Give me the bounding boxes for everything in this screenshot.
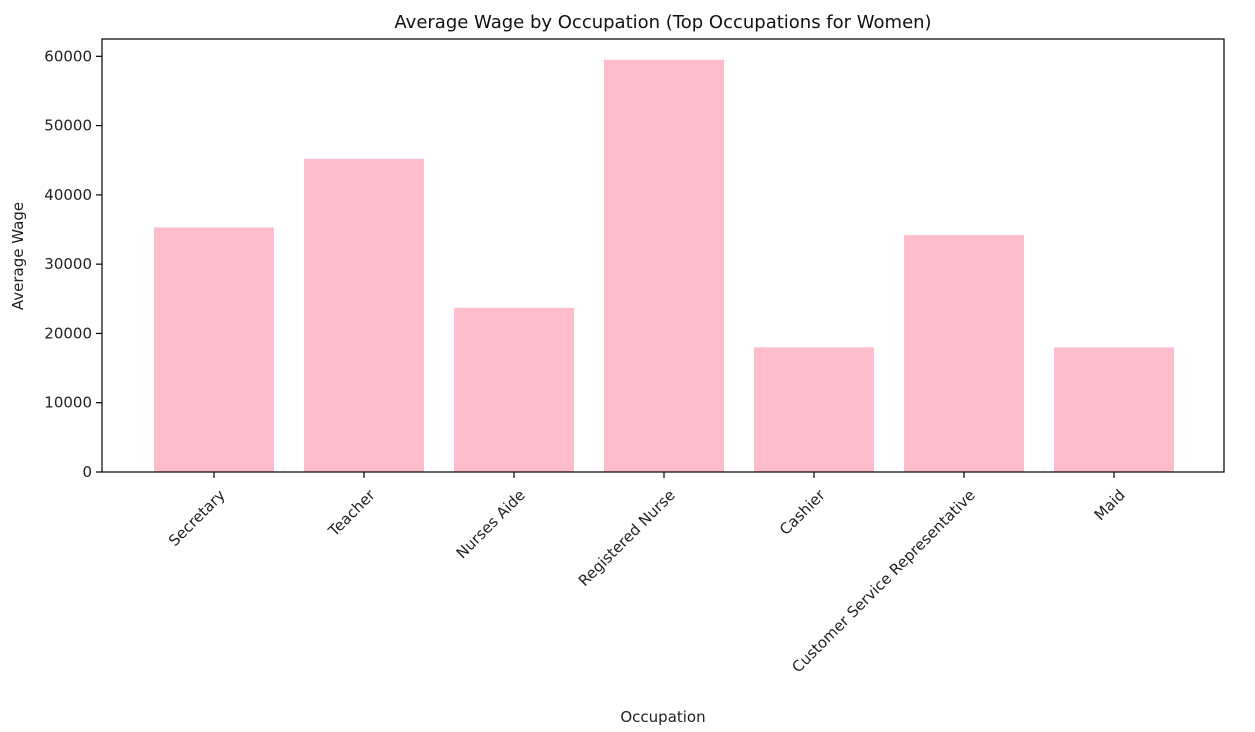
y-tick-label: 60000 — [44, 47, 92, 65]
y-tick-label: 40000 — [44, 186, 92, 204]
x-tick-label-registered-nurse: Registered Nurse — [575, 486, 679, 590]
x-tick-label-secretary: Secretary — [165, 486, 229, 550]
y-tick-label: 30000 — [44, 255, 92, 273]
bar-registered-nurse — [604, 59, 724, 473]
y-axis-ticks: 0 10000 20000 30000 40000 50000 60000 — [44, 47, 102, 481]
y-tick-label: 20000 — [44, 324, 92, 342]
bar-maid — [1054, 347, 1174, 472]
plot-frame — [101, 38, 1225, 473]
x-axis-ticks: Secretary Teacher Nurses Aide Registered Nu… — [165, 472, 1129, 676]
x-tick-label-nurses-aide: Nurses Aide — [453, 486, 529, 562]
y-axis-label: Average Wage — [9, 202, 27, 310]
x-tick-label-cashier: Cashier — [776, 485, 829, 538]
x-tick-label-teacher: Teacher — [324, 485, 379, 540]
x-axis-label: Occupation — [620, 708, 705, 726]
bar-teacher — [304, 158, 424, 472]
x-tick-label-maid: Maid — [1091, 486, 1129, 524]
y-tick-label: 10000 — [44, 394, 92, 412]
bar-customer-service-representative — [904, 235, 1024, 472]
bar-secretary — [154, 227, 274, 472]
y-tick-label: 50000 — [44, 117, 92, 135]
bar-nurses-aide — [454, 307, 574, 472]
bars-group — [154, 59, 1174, 473]
x-tick-label-customer-service-representative: Customer Service Representative — [788, 486, 978, 676]
chart-title: Average Wage by Occupation (Top Occupati… — [394, 12, 931, 33]
bar-cashier — [754, 347, 874, 472]
y-tick-label: 0 — [82, 463, 92, 481]
